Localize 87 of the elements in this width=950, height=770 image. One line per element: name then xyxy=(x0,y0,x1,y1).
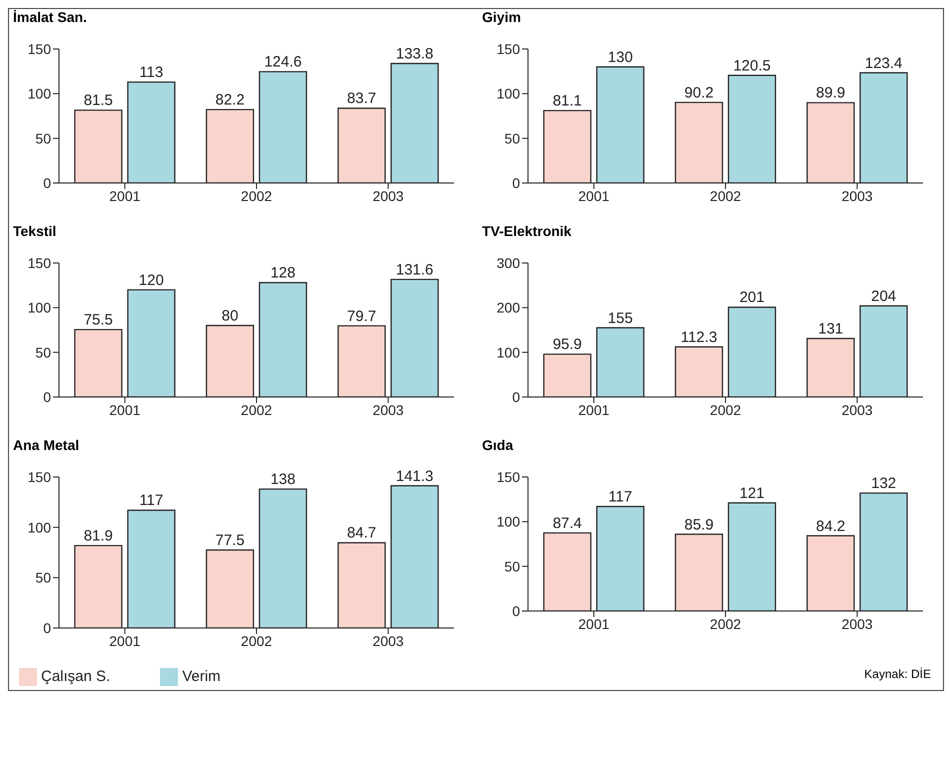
data-label: 138 xyxy=(270,471,296,488)
x-tick-label: 2002 xyxy=(710,616,742,632)
x-tick-label: 2001 xyxy=(578,402,610,418)
data-label: 81.9 xyxy=(84,528,113,545)
y-tick-label: 0 xyxy=(512,388,520,405)
x-tick-label: 2003 xyxy=(842,616,873,632)
x-tick-label: 2003 xyxy=(372,632,404,649)
x-tick-label: 2003 xyxy=(842,402,873,418)
data-label: 121 xyxy=(739,484,764,502)
y-tick-label: 50 xyxy=(504,558,520,574)
chart-title: TV-Elektronik xyxy=(481,223,572,241)
y-tick-label: 150 xyxy=(28,40,52,57)
data-label: 84.7 xyxy=(347,524,376,542)
text: Kaynak: DİE xyxy=(863,667,932,681)
data-label: 83.7 xyxy=(347,90,376,108)
x-tick-label: 2003 xyxy=(372,188,404,204)
y-tick-label: 100 xyxy=(28,86,52,102)
x-tick-label: 2002 xyxy=(240,632,272,649)
y-tick-label: 100 xyxy=(496,344,520,360)
data-label: 204 xyxy=(871,288,896,305)
y-tick-label: 0 xyxy=(43,388,52,405)
y-tick-label: 100 xyxy=(28,519,52,536)
legend-label: Çalışan S. xyxy=(41,668,110,685)
data-label: 75.5 xyxy=(84,312,113,329)
y-tick-label: 150 xyxy=(496,40,520,57)
x-tick-label: 2001 xyxy=(109,632,141,649)
y-tick-label: 100 xyxy=(28,300,52,316)
data-label: 81.5 xyxy=(84,92,113,110)
data-label: 81.1 xyxy=(552,92,582,110)
data-label: 123.4 xyxy=(864,54,902,72)
x-tick-label: 2003 xyxy=(842,188,873,204)
data-label: 155 xyxy=(608,310,633,327)
x-tick-label: 2001 xyxy=(578,188,610,204)
y-tick-label: 0 xyxy=(43,174,52,191)
chart-title: Giyim xyxy=(481,9,522,27)
x-tick-label: 2001 xyxy=(578,616,610,632)
x-tick-label: 2001 xyxy=(109,402,141,418)
data-label: 130 xyxy=(608,48,633,66)
legend-label: Verim xyxy=(182,668,221,685)
y-tick-label: 50 xyxy=(35,570,52,586)
y-tick-label: 150 xyxy=(28,468,52,485)
data-label: 124.6 xyxy=(264,54,302,71)
data-label: 82.2 xyxy=(215,92,245,109)
x-tick-label: 2002 xyxy=(240,402,272,418)
data-label: 77.5 xyxy=(215,532,245,549)
data-label: 128 xyxy=(270,264,296,282)
data-label: 131.6 xyxy=(396,261,434,278)
data-label: 120.5 xyxy=(733,57,771,74)
x-tick-label: 2002 xyxy=(710,402,742,418)
data-label: 87.4 xyxy=(552,514,582,532)
y-tick-label: 300 xyxy=(496,254,520,271)
x-tick-label: 2002 xyxy=(240,188,272,204)
y-tick-label: 200 xyxy=(496,300,520,316)
x-tick-label: 2001 xyxy=(109,188,141,204)
chart-title: Ana Metal xyxy=(12,437,80,455)
data-label: 85.9 xyxy=(684,516,714,534)
chart-title: Gıda xyxy=(481,437,514,455)
y-tick-label: 50 xyxy=(35,344,52,360)
y-tick-label: 0 xyxy=(512,174,520,191)
y-tick-label: 0 xyxy=(512,602,520,619)
data-label: 80 xyxy=(222,308,238,325)
y-tick-label: 50 xyxy=(35,130,52,146)
y-tick-label: 150 xyxy=(496,468,520,485)
data-label: 89.9 xyxy=(816,84,846,102)
data-label: 113 xyxy=(139,64,164,82)
data-label: 131 xyxy=(818,320,844,338)
y-tick-label: 0 xyxy=(43,620,52,636)
y-tick-label: 50 xyxy=(504,130,520,146)
data-label: 120 xyxy=(138,272,164,289)
y-tick-label: 150 xyxy=(28,254,52,271)
data-label: 141.3 xyxy=(396,468,434,485)
data-label: 84.2 xyxy=(816,518,846,535)
data-label: 133.8 xyxy=(396,45,434,62)
data-label: 90.2 xyxy=(684,84,714,102)
data-label: 201 xyxy=(739,289,764,306)
y-tick-label: 100 xyxy=(496,86,520,102)
chart-title: Tekstil xyxy=(12,223,58,241)
x-tick-label: 2002 xyxy=(710,188,742,204)
chart-title: İmalat San. xyxy=(12,9,88,27)
data-label: 132 xyxy=(871,475,896,492)
data-label: 79.7 xyxy=(347,308,376,325)
data-label: 117 xyxy=(139,492,164,510)
y-tick-label: 100 xyxy=(496,514,520,530)
x-tick-label: 2003 xyxy=(372,402,404,418)
data-label: 117 xyxy=(608,488,632,506)
data-label: 112.3 xyxy=(680,328,718,346)
data-label: 95.9 xyxy=(552,336,582,354)
